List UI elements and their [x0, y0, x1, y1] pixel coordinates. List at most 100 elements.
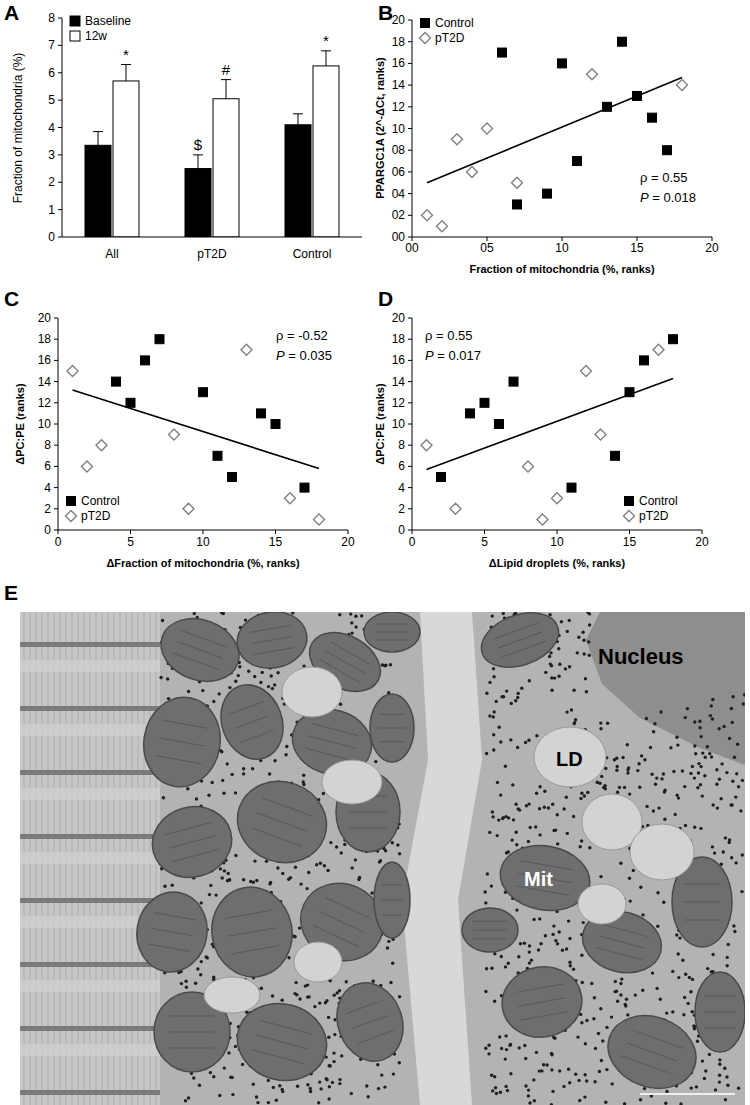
glycogen-granule: [234, 680, 237, 683]
glycogen-granule: [391, 962, 394, 965]
crista: [349, 828, 387, 829]
glycogen-granule: [579, 845, 582, 848]
glycogen-granule: [354, 615, 357, 618]
crista: [257, 813, 308, 831]
y-tick-label: 12: [392, 100, 406, 114]
glycogen-granule: [538, 807, 541, 810]
point: [285, 493, 296, 504]
glycogen-granule: [380, 1073, 383, 1076]
glycogen-granule: [350, 621, 353, 624]
point: [523, 461, 534, 472]
glycogen-granule: [329, 1064, 332, 1067]
glycogen-granule: [706, 745, 709, 748]
glycogen-granule: [323, 864, 326, 867]
glycogen-granule: [484, 890, 487, 893]
panel-letter: C: [4, 287, 19, 310]
glycogen-granule: [345, 980, 348, 983]
glycogen-granule: [677, 976, 680, 979]
y-tick: [58, 127, 62, 128]
glycogen-granule: [535, 792, 538, 795]
glycogen-granule: [640, 754, 643, 757]
glycogen-granule: [708, 1053, 711, 1056]
glycogen-granule: [703, 774, 706, 777]
glycogen-granule: [722, 850, 725, 853]
point: [595, 429, 606, 440]
x-tick: [629, 530, 630, 534]
glycogen-granule: [227, 872, 230, 875]
glycogen-granule: [242, 772, 245, 775]
glycogen-granule: [214, 893, 217, 896]
glycogen-granule: [698, 720, 701, 723]
y-tick-label: 20: [392, 13, 406, 27]
glycogen-granule: [576, 651, 579, 654]
crista: [596, 947, 642, 959]
glycogen-granule: [723, 1067, 726, 1070]
lipid-droplet: [294, 942, 342, 982]
glycogen-granule: [626, 743, 629, 746]
micrograph-background: [20, 612, 745, 1105]
point: [677, 80, 688, 91]
glycogen-granule: [296, 1085, 299, 1088]
y-tick: [408, 530, 412, 531]
legend-marker: [625, 497, 634, 506]
y-tick: [408, 445, 412, 446]
glycogen-granule: [271, 687, 274, 690]
glycogen-granule: [651, 971, 654, 974]
micrograph-label: Mit: [524, 868, 553, 890]
y-tick: [54, 487, 58, 488]
glycogen-granule: [327, 1016, 330, 1019]
glycogen-granule: [398, 852, 401, 855]
glycogen-granule: [495, 700, 498, 703]
point: [611, 451, 620, 460]
glycogen-granule: [663, 789, 666, 792]
glycogen-granule: [222, 792, 225, 795]
glycogen-granule: [639, 886, 642, 889]
glycogen-granule: [677, 952, 680, 955]
glycogen-granule: [599, 1007, 602, 1010]
glycogen-granule: [550, 1053, 553, 1056]
point: [581, 366, 592, 377]
glycogen-granule: [656, 925, 659, 928]
glycogen-granule: [726, 1084, 729, 1087]
glycogen-granule: [693, 776, 696, 779]
glycogen-granule: [490, 884, 493, 887]
x-tick-label: 5: [481, 535, 488, 549]
glycogen-granule: [302, 774, 305, 777]
y-tick-label: 4: [398, 481, 405, 495]
y-tick: [408, 41, 412, 42]
glycogen-granule: [523, 1044, 526, 1047]
glycogen-granule: [623, 786, 626, 789]
glycogen-granule: [551, 803, 554, 806]
glycogen-granule: [700, 735, 703, 738]
crista: [518, 998, 565, 1006]
glycogen-granule: [650, 773, 653, 776]
glycogen-granule: [372, 980, 375, 983]
y-tick-label: 8: [48, 11, 55, 25]
crista: [357, 1030, 393, 1043]
y-tick-label: 20: [38, 311, 52, 325]
i-band: [20, 980, 160, 992]
glycogen-granule: [484, 1047, 487, 1050]
x-tick-label: 10: [555, 241, 569, 255]
bar: [313, 66, 339, 237]
glycogen-granule: [512, 818, 515, 821]
glycogen-granule: [710, 755, 713, 758]
crista: [262, 798, 313, 816]
glycogen-granule: [268, 772, 271, 775]
crista: [379, 728, 405, 729]
glycogen-granule: [496, 781, 499, 784]
y-tick: [408, 63, 412, 64]
glycogen-granule: [333, 994, 336, 997]
glycogen-granule: [491, 810, 494, 813]
glycogen-granule: [580, 1021, 583, 1024]
glycogen-granule: [616, 791, 619, 794]
significance-mark: #: [222, 61, 231, 78]
y-tick: [408, 85, 412, 86]
glycogen-granule: [499, 1091, 502, 1094]
glycogen-granule: [226, 762, 229, 765]
y-tick-label: 18: [392, 35, 406, 49]
glycogen-granule: [505, 689, 508, 692]
micrograph-label: Nucleus: [598, 644, 684, 669]
glycogen-granule: [681, 959, 684, 962]
glycogen-granule: [328, 1064, 331, 1067]
